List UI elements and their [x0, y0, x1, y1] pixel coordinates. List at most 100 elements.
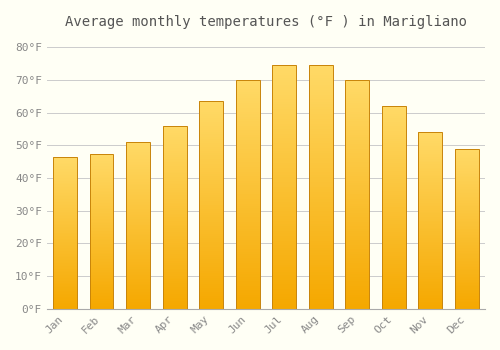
Bar: [236, 281, 260, 284]
Bar: [126, 210, 150, 212]
Bar: [382, 240, 406, 242]
Bar: [272, 209, 296, 211]
Bar: [54, 166, 77, 167]
Bar: [309, 292, 332, 294]
Bar: [272, 153, 296, 155]
Bar: [163, 267, 186, 268]
Bar: [418, 175, 442, 176]
Bar: [455, 281, 478, 283]
Bar: [126, 242, 150, 244]
Bar: [455, 280, 478, 281]
Bar: [54, 251, 77, 253]
Bar: [309, 70, 332, 73]
Bar: [272, 226, 296, 229]
Bar: [163, 192, 186, 194]
Bar: [236, 121, 260, 124]
Bar: [126, 219, 150, 220]
Bar: [455, 195, 478, 197]
Bar: [236, 217, 260, 219]
Bar: [272, 243, 296, 245]
Bar: [163, 201, 186, 203]
Bar: [346, 213, 369, 215]
Bar: [54, 201, 77, 202]
Bar: [418, 146, 442, 148]
Bar: [236, 117, 260, 119]
Bar: [418, 279, 442, 280]
Bar: [163, 195, 186, 197]
Bar: [54, 209, 77, 210]
Bar: [346, 210, 369, 213]
Bar: [90, 170, 114, 172]
Bar: [346, 169, 369, 171]
Bar: [54, 281, 77, 283]
Bar: [163, 228, 186, 230]
Bar: [126, 170, 150, 172]
Bar: [309, 285, 332, 287]
Bar: [126, 269, 150, 271]
Bar: [54, 210, 77, 211]
Bar: [272, 143, 296, 146]
Bar: [418, 157, 442, 159]
Bar: [382, 224, 406, 226]
Bar: [272, 136, 296, 138]
Bar: [200, 132, 223, 134]
Bar: [90, 202, 114, 203]
Bar: [382, 173, 406, 175]
Bar: [163, 152, 186, 153]
Bar: [272, 240, 296, 243]
Bar: [382, 285, 406, 286]
Bar: [126, 204, 150, 205]
Bar: [163, 181, 186, 182]
Bar: [309, 146, 332, 148]
Bar: [200, 238, 223, 240]
Bar: [418, 247, 442, 249]
Bar: [418, 185, 442, 187]
Bar: [236, 270, 260, 272]
Bar: [309, 92, 332, 94]
Bar: [382, 116, 406, 118]
Bar: [236, 146, 260, 149]
Bar: [90, 219, 114, 220]
Bar: [382, 110, 406, 112]
Bar: [236, 263, 260, 265]
Bar: [126, 159, 150, 160]
Bar: [90, 216, 114, 217]
Bar: [382, 205, 406, 208]
Bar: [309, 90, 332, 92]
Bar: [126, 284, 150, 285]
Bar: [200, 101, 223, 103]
Bar: [200, 261, 223, 263]
Bar: [126, 245, 150, 247]
Bar: [236, 190, 260, 192]
Bar: [90, 256, 114, 258]
Bar: [200, 159, 223, 161]
Bar: [309, 158, 332, 160]
Bar: [455, 164, 478, 166]
Bar: [346, 233, 369, 236]
Bar: [418, 219, 442, 220]
Bar: [236, 252, 260, 254]
Bar: [163, 270, 186, 272]
Bar: [163, 283, 186, 285]
Bar: [163, 279, 186, 281]
Bar: [90, 177, 114, 178]
Bar: [54, 248, 77, 250]
Bar: [200, 186, 223, 188]
Bar: [309, 82, 332, 85]
Bar: [272, 285, 296, 287]
Bar: [309, 280, 332, 282]
Bar: [200, 201, 223, 203]
Bar: [200, 147, 223, 149]
Bar: [236, 277, 260, 279]
Bar: [163, 131, 186, 133]
Bar: [54, 289, 77, 290]
Bar: [272, 138, 296, 141]
Bar: [418, 288, 442, 289]
Bar: [54, 303, 77, 304]
Bar: [90, 287, 114, 289]
Bar: [309, 175, 332, 177]
Bar: [455, 222, 478, 224]
Bar: [54, 169, 77, 170]
Bar: [346, 300, 369, 302]
Bar: [54, 307, 77, 309]
